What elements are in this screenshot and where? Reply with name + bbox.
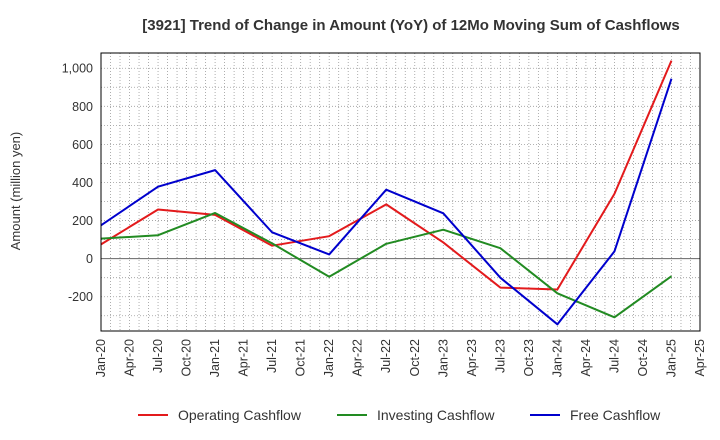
x-tick-label: Jul-21 — [265, 339, 279, 373]
y-tick-label: 600 — [72, 138, 93, 152]
legend: Operating Cashflow Investing Cashflow Free… — [138, 407, 661, 423]
x-tick-label: Apr-20 — [123, 339, 137, 377]
y-tick-label: 0 — [86, 252, 93, 266]
x-tick-label: Oct-22 — [408, 339, 422, 377]
x-tick-label: Jan-22 — [322, 339, 336, 377]
x-tick-label: Oct-24 — [636, 339, 650, 377]
x-tick-label: Apr-25 — [693, 339, 707, 377]
x-tick-label: Apr-21 — [237, 339, 251, 377]
series-line-operating-cashflow — [100, 60, 673, 291]
y-tick-labels: -200 0 200 400 600 800 1,000 — [62, 62, 93, 304]
y-tick-label: 1,000 — [62, 62, 93, 76]
x-tick-label: Jul-22 — [379, 339, 393, 373]
x-tick-label: Jan-23 — [436, 339, 450, 377]
x-tick-label: Jan-20 — [94, 339, 108, 377]
x-tick-label: Jan-24 — [550, 339, 564, 377]
y-tick-label: 200 — [72, 214, 93, 228]
x-tick-label: Jul-23 — [493, 339, 507, 373]
x-tick-label: Oct-23 — [522, 339, 536, 377]
x-tick-label: Jul-20 — [151, 339, 165, 373]
x-tick-label: Oct-20 — [180, 339, 194, 377]
series-lines — [100, 60, 673, 326]
y-tick-label: 400 — [72, 176, 93, 190]
grid-lines — [101, 53, 700, 331]
plot-frame — [100, 52, 701, 332]
x-tick-labels: Jan-20 Apr-20 Jul-20 Oct-20 Jan-21 Apr-21 Jul-… — [94, 339, 707, 377]
legend-label-operating-cashflow: Operating Cashflow — [178, 407, 302, 423]
chart-title: [3921] Trend of Change in Amount (YoY) o… — [142, 17, 680, 34]
x-tick-label: Apr-22 — [351, 339, 365, 377]
x-tick-label: Apr-23 — [465, 339, 479, 377]
x-tick-label: Oct-21 — [294, 339, 308, 377]
legend-label-free-cashflow: Free Cashflow — [570, 407, 661, 423]
series-line-free-cashflow — [100, 78, 673, 326]
x-tick-label: Jan-21 — [208, 339, 222, 377]
x-tick-label: Jul-24 — [607, 339, 621, 373]
x-tick-label: Apr-24 — [579, 339, 593, 377]
x-tick-label: Jan-25 — [664, 339, 678, 377]
y-axis-label: Amount (million yen) — [8, 132, 23, 251]
series-line-investing-cashflow — [100, 211, 673, 319]
y-tick-label: 800 — [72, 100, 93, 114]
legend-label-investing-cashflow: Investing Cashflow — [377, 407, 495, 423]
y-tick-label: -200 — [68, 290, 93, 304]
